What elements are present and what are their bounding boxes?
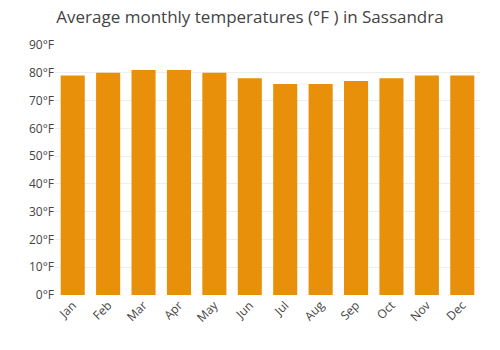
svg-text:Jun: Jun bbox=[231, 297, 256, 322]
svg-text:Feb: Feb bbox=[89, 297, 115, 323]
svg-text:Jan: Jan bbox=[55, 297, 80, 322]
svg-text:Sep: Sep bbox=[336, 297, 363, 324]
svg-text:Dec: Dec bbox=[442, 297, 469, 324]
svg-text:Nov: Nov bbox=[406, 297, 434, 325]
svg-text:May: May bbox=[193, 296, 222, 325]
svg-text:Jul: Jul bbox=[270, 297, 292, 319]
svg-text:30°F: 30°F bbox=[29, 203, 54, 220]
svg-text:Average monthly temperatures (: Average monthly temperatures (°F ) in Sa… bbox=[56, 5, 443, 28]
svg-text:0°F: 0°F bbox=[36, 286, 54, 303]
svg-text:90°F: 90°F bbox=[29, 36, 54, 53]
svg-text:Aug: Aug bbox=[300, 297, 328, 325]
svg-text:10°F: 10°F bbox=[29, 258, 54, 275]
svg-text:80°F: 80°F bbox=[29, 64, 54, 81]
svg-text:50°F: 50°F bbox=[29, 147, 54, 164]
svg-text:40°F: 40°F bbox=[29, 175, 54, 192]
svg-text:Apr: Apr bbox=[160, 297, 186, 323]
svg-text:70°F: 70°F bbox=[29, 92, 54, 109]
svg-text:20°F: 20°F bbox=[29, 231, 54, 248]
svg-text:Oct: Oct bbox=[373, 297, 399, 323]
svg-text:60°F: 60°F bbox=[29, 120, 54, 137]
svg-text:Mar: Mar bbox=[123, 297, 151, 325]
